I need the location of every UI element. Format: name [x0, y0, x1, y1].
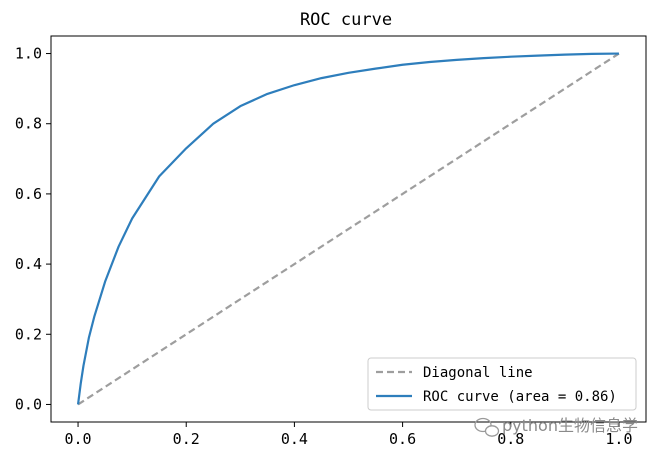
- roc-curve-line: [76, 52, 619, 405]
- axes-frame: [50, 35, 647, 423]
- diagonal-line: [77, 52, 620, 406]
- chart-title: ROC curve: [300, 10, 392, 30]
- x-tick-label: 0.4: [281, 430, 308, 448]
- y-tick-label: 1.0: [15, 45, 42, 63]
- y-tick-label: 0.0: [15, 395, 42, 413]
- y-tick-label: 0.2: [15, 325, 42, 343]
- y-tick-label: 0.6: [15, 185, 42, 203]
- y-axis: 0.0 0.2 0.4 0.6 0.8 1.0: [15, 45, 51, 413]
- plot-area: [76, 52, 620, 406]
- x-axis: 0.0 0.2 0.4 0.6 0.8 1.0: [64, 422, 633, 448]
- legend: Diagonal line ROC curve (area = 0.86): [367, 357, 637, 411]
- x-tick-label: 1.0: [605, 430, 632, 448]
- y-tick-label: 0.8: [15, 115, 42, 133]
- x-tick-label: 0.6: [389, 430, 416, 448]
- y-tick-label: 0.4: [15, 255, 42, 273]
- x-tick-label: 0.8: [497, 430, 524, 448]
- legend-label-roc: ROC curve (area = 0.86): [423, 389, 617, 405]
- legend-label-diagonal: Diagonal line: [423, 365, 533, 381]
- watermark-text: python生物信息学: [502, 416, 638, 435]
- x-tick-label: 0.2: [173, 430, 200, 448]
- wechat-icon: [474, 417, 500, 437]
- legend-box: [367, 357, 637, 411]
- watermark: python生物信息学: [474, 416, 638, 437]
- x-tick-label: 0.0: [64, 430, 91, 448]
